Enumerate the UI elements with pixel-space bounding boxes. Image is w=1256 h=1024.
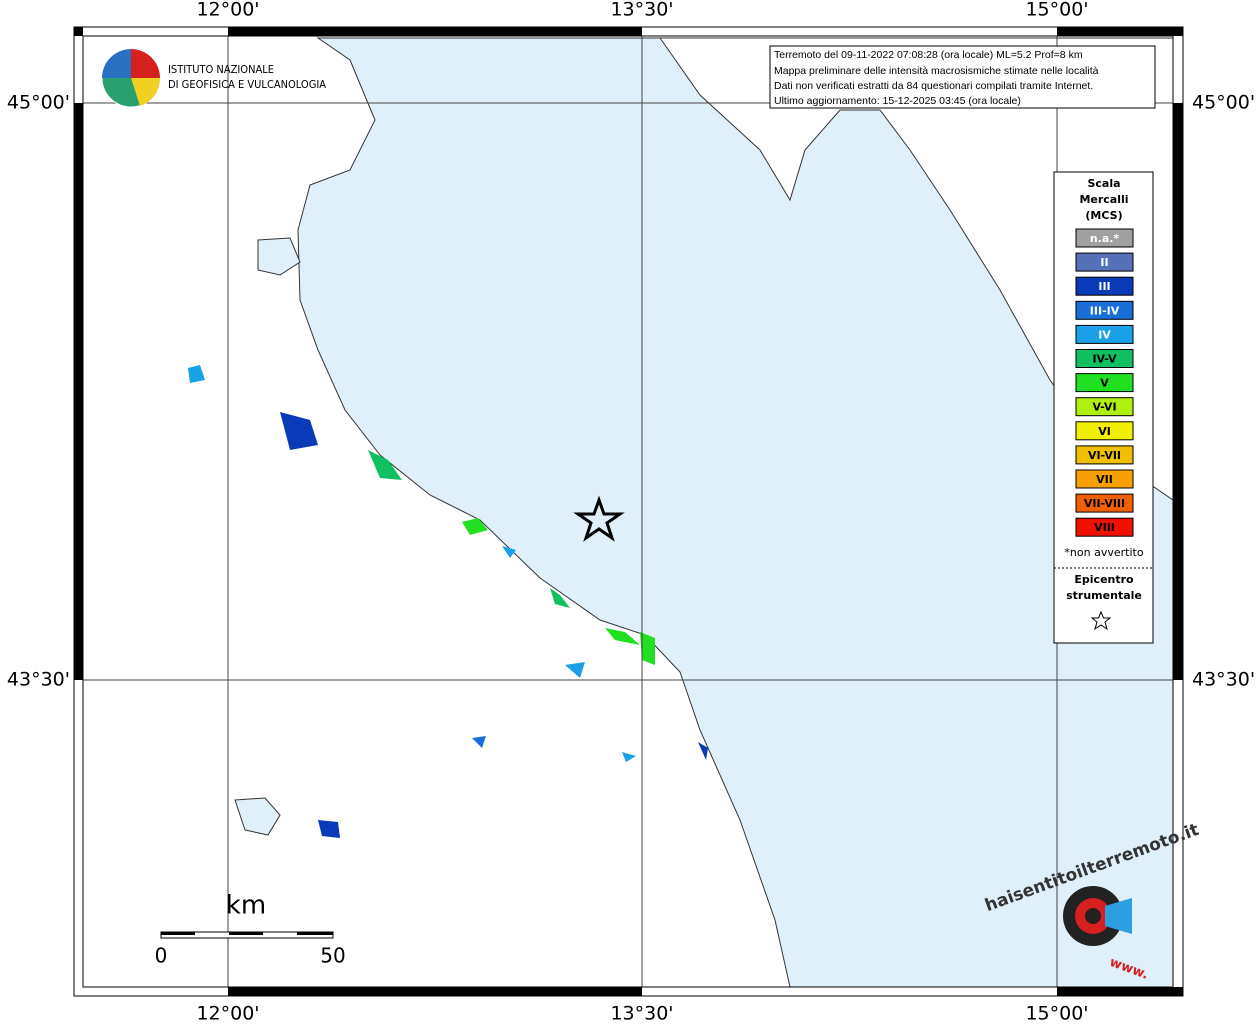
scale-segment <box>297 932 333 935</box>
legend-label: III <box>1098 280 1110 293</box>
logo-sector <box>131 78 161 106</box>
lon-label: 13°30' <box>610 0 673 21</box>
legend: Scala Mercalli (MCS) *non avvertito Epic… <box>1053 171 1154 644</box>
scale-segment <box>161 932 195 935</box>
lon-label: 12°00' <box>196 0 259 21</box>
legend-title: Scala <box>1087 177 1120 190</box>
lon-label: 15°00' <box>1025 1003 1088 1024</box>
lon-label: 12°00' <box>196 1003 259 1024</box>
lon-label: 15°00' <box>1025 0 1088 21</box>
logo-text: DI GEOFISICA E VULCANOLOGIA <box>168 78 326 91</box>
legend-swatch <box>1075 300 1134 320</box>
intensity-area <box>188 365 205 383</box>
lake <box>257 237 301 276</box>
legend-label: IV <box>1098 328 1111 341</box>
intensity-area <box>368 450 402 480</box>
legend-label: VII <box>1096 473 1113 486</box>
frame-bar <box>1057 27 1183 36</box>
legend-swatch <box>1075 469 1134 489</box>
frame-bar <box>228 987 642 996</box>
legend-swatch <box>1075 421 1134 441</box>
frame-bar <box>1057 987 1183 996</box>
legend-swatch <box>1075 493 1134 513</box>
lat-label: 45°00' <box>1192 92 1255 114</box>
legend-label: IV-V <box>1092 353 1117 366</box>
legend-label: VIII <box>1094 521 1115 534</box>
legend-label: VII-VIII <box>1084 497 1125 510</box>
intensity-area <box>462 518 488 535</box>
legend-title: Mercalli <box>1079 193 1128 206</box>
legend-star <box>1090 610 1112 631</box>
legend-swatch <box>1075 349 1134 368</box>
legend-swatch <box>1075 252 1134 272</box>
scale-segment <box>229 932 263 935</box>
intensity-area <box>605 628 640 645</box>
info-box: Terremoto del 09-11-2022 07:08:28 (ora l… <box>769 45 1156 109</box>
legend-epicenter: strumentale <box>1066 589 1142 602</box>
logo-text: ISTITUTO NAZIONALE <box>168 63 274 76</box>
scale-label: 50 <box>320 944 345 968</box>
frame-bar <box>228 27 642 36</box>
legend-label: n.a.* <box>1090 232 1120 245</box>
sea <box>297 37 1174 988</box>
frame-bar <box>1173 103 1183 680</box>
scale-label: 0 <box>155 944 168 968</box>
legend-swatch <box>1075 445 1134 465</box>
intensity-area <box>550 588 570 608</box>
legend-swatch <box>1075 373 1134 393</box>
logo-sector <box>102 49 131 78</box>
frame-bar <box>74 103 83 680</box>
legend-title: (MCS) <box>1085 209 1122 222</box>
lat-label: 45°00' <box>7 92 70 114</box>
coordinate-labels: 12°00' 13°30' 15°00' 12°00' 13°30' 15°00… <box>7 0 1255 1024</box>
lat-label: 43°30' <box>7 669 70 691</box>
info-frame <box>769 45 1156 109</box>
legend-label: III-IV <box>1090 304 1120 317</box>
epicenter-star <box>573 495 625 542</box>
intensity-area <box>622 752 636 762</box>
legend-swatch <box>1075 228 1134 248</box>
legend-label: V-VI <box>1092 401 1116 414</box>
legend-swatch <box>1075 397 1134 417</box>
frame <box>73 26 1184 997</box>
lon-label: 13°30' <box>610 1003 673 1024</box>
badge-speaker <box>1105 898 1132 934</box>
logo-sector <box>131 49 160 78</box>
legend-label: V <box>1100 377 1109 390</box>
legend-swatch <box>1075 517 1134 537</box>
legend-label: II <box>1100 256 1108 269</box>
scale-bar: km 0 50 <box>155 891 346 968</box>
intensity-area <box>502 546 516 558</box>
intensity-area <box>280 412 318 450</box>
info-line: Ultimo aggiornamento: 15-12-2025 03:45 (… <box>774 95 1021 107</box>
info-line: Mappa preliminare delle intensità macros… <box>774 65 1099 77</box>
lake <box>234 797 281 836</box>
intensity-area <box>640 632 655 665</box>
info-line: Terremoto del 09-11-2022 07:08:28 (ora l… <box>774 49 1083 61</box>
frame-corner <box>1173 27 1183 36</box>
frame-corner <box>74 27 83 36</box>
legend-swatch <box>1075 276 1134 296</box>
info-line: Dati non verificati estratti da 84 quest… <box>774 80 1093 92</box>
badge-ring <box>1085 908 1101 924</box>
legend-epicenter: Epicentro <box>1074 573 1134 586</box>
intensity-area <box>318 820 340 838</box>
ingv-logo: ISTITUTO NAZIONALE DI GEOFISICA E VULCAN… <box>101 48 326 108</box>
legend-label: VI <box>1098 425 1111 438</box>
intensity-area <box>565 662 585 678</box>
legend-label: VI-VII <box>1088 449 1121 462</box>
intensity-area <box>698 742 708 760</box>
legend-swatch <box>1075 324 1134 344</box>
lat-label: 43°30' <box>1192 669 1255 691</box>
legend-note: *non avvertito <box>1064 546 1143 559</box>
intensity-area <box>472 736 486 748</box>
map-area <box>83 36 1174 988</box>
scale-unit: km <box>226 891 266 921</box>
